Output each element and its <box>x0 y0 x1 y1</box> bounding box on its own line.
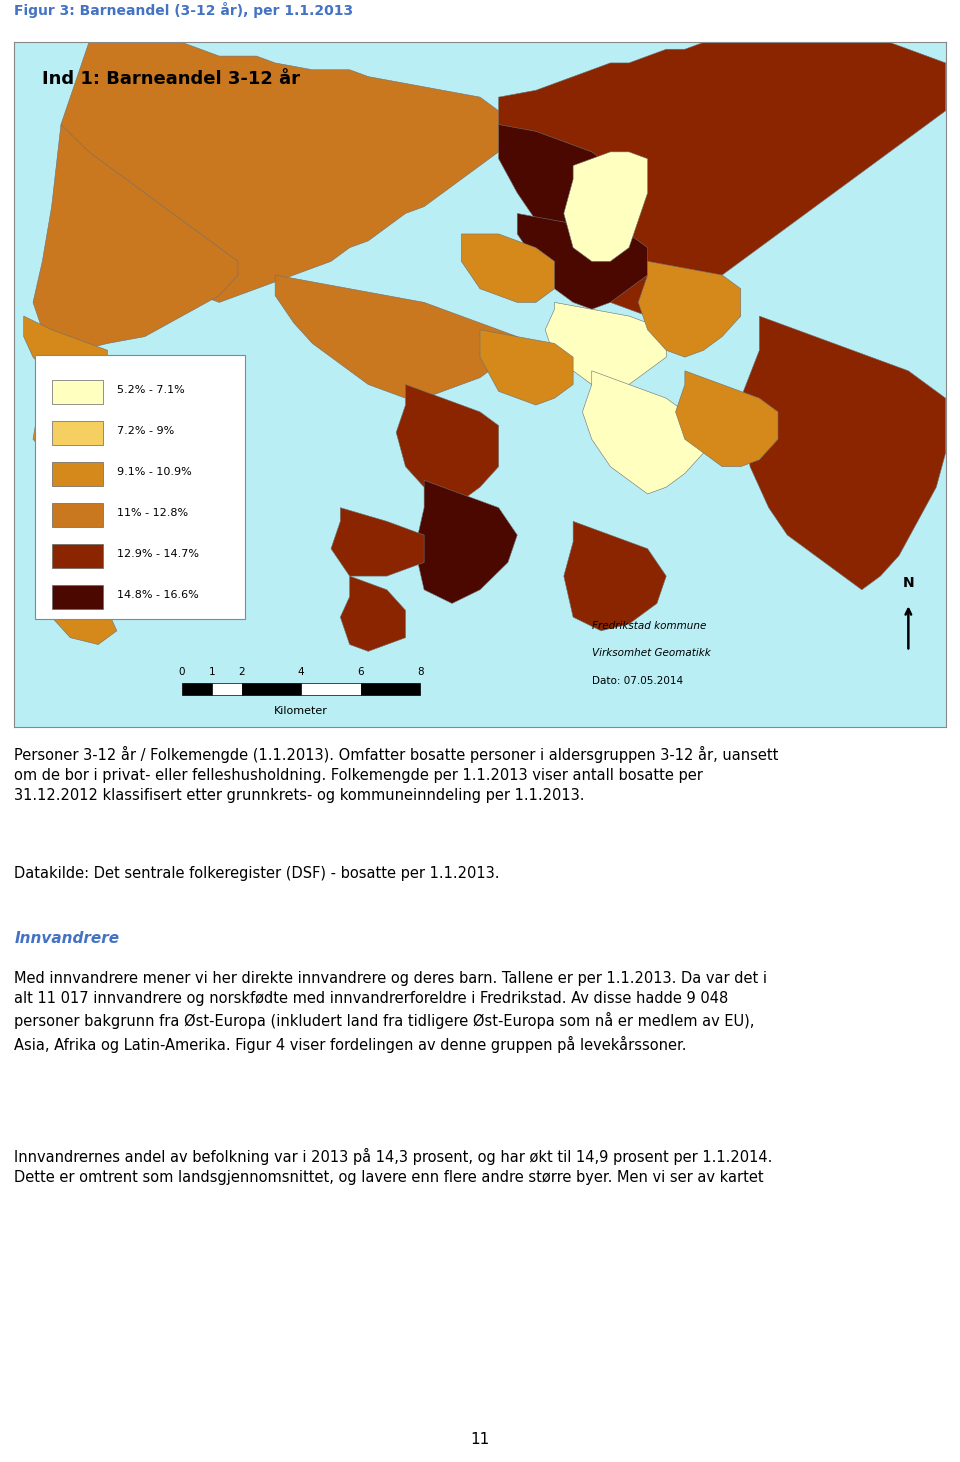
Polygon shape <box>564 152 648 262</box>
Polygon shape <box>276 275 517 398</box>
Text: Personer 3-12 år / Folkemengde (1.1.2013). Omfatter bosatte personer i aldersgru: Personer 3-12 år / Folkemengde (1.1.2013… <box>14 746 779 804</box>
Polygon shape <box>638 262 741 357</box>
Bar <box>52 585 103 610</box>
Text: Fredrikstad kommune: Fredrikstad kommune <box>591 621 707 630</box>
Text: Figur 3: Barneandel (3-12 år), per 1.1.2013: Figur 3: Barneandel (3-12 år), per 1.1.2… <box>14 3 353 18</box>
Text: 0: 0 <box>179 667 185 677</box>
Polygon shape <box>33 124 238 351</box>
Bar <box>52 503 103 526</box>
Bar <box>212 683 242 694</box>
Text: N: N <box>902 576 914 589</box>
Text: 9.1% - 10.9%: 9.1% - 10.9% <box>117 466 192 477</box>
Polygon shape <box>517 213 648 310</box>
Text: 12.9% - 14.7%: 12.9% - 14.7% <box>117 550 199 558</box>
Polygon shape <box>545 303 666 392</box>
Polygon shape <box>340 576 405 652</box>
Text: Dato: 07.05.2014: Dato: 07.05.2014 <box>591 675 683 686</box>
Bar <box>242 683 301 694</box>
Polygon shape <box>61 42 517 303</box>
Text: 11: 11 <box>470 1433 490 1447</box>
Polygon shape <box>396 385 498 501</box>
Polygon shape <box>498 124 611 227</box>
Polygon shape <box>480 330 573 405</box>
Polygon shape <box>462 234 555 303</box>
Polygon shape <box>61 466 135 556</box>
Text: Ind 1: Barneandel 3-12 år: Ind 1: Barneandel 3-12 år <box>42 70 300 88</box>
Text: Kilometer: Kilometer <box>275 706 328 716</box>
Bar <box>361 683 420 694</box>
Text: 14.8% - 16.6%: 14.8% - 16.6% <box>117 591 199 601</box>
Text: Med innvandrere mener vi her direkte innvandrere og deres barn. Tallene er per 1: Med innvandrere mener vi her direkte inn… <box>14 971 767 1053</box>
Polygon shape <box>33 385 108 466</box>
Text: Innvandrernes andel av befolkning var i 2013 på 14,3 prosent, og har økt til 14,: Innvandrernes andel av befolkning var i … <box>14 1148 773 1186</box>
FancyBboxPatch shape <box>35 355 246 620</box>
Text: 2: 2 <box>238 667 245 677</box>
Text: 8: 8 <box>417 667 423 677</box>
Text: 6: 6 <box>357 667 364 677</box>
Bar <box>301 683 361 694</box>
Polygon shape <box>24 316 108 385</box>
Bar <box>52 421 103 444</box>
Text: Datakilde: Det sentrale folkeregister (DSF) - bosatte per 1.1.2013.: Datakilde: Det sentrale folkeregister (D… <box>14 866 500 880</box>
Polygon shape <box>52 589 117 645</box>
Text: 5.2% - 7.1%: 5.2% - 7.1% <box>117 385 184 395</box>
Bar <box>52 380 103 404</box>
Polygon shape <box>676 371 778 466</box>
Bar <box>52 544 103 567</box>
Text: 11% - 12.8%: 11% - 12.8% <box>117 509 188 518</box>
Text: Virksomhet Geomatikk: Virksomhet Geomatikk <box>591 648 710 658</box>
Text: Innvandrere: Innvandrere <box>14 931 120 946</box>
Bar <box>182 683 212 694</box>
Polygon shape <box>415 481 517 604</box>
Polygon shape <box>741 316 946 589</box>
Polygon shape <box>331 507 424 576</box>
Polygon shape <box>583 371 704 494</box>
Text: 4: 4 <box>298 667 304 677</box>
Text: 1: 1 <box>208 667 215 677</box>
Bar <box>52 462 103 485</box>
Polygon shape <box>498 42 946 316</box>
Text: 7.2% - 9%: 7.2% - 9% <box>117 425 174 436</box>
Polygon shape <box>564 522 666 630</box>
